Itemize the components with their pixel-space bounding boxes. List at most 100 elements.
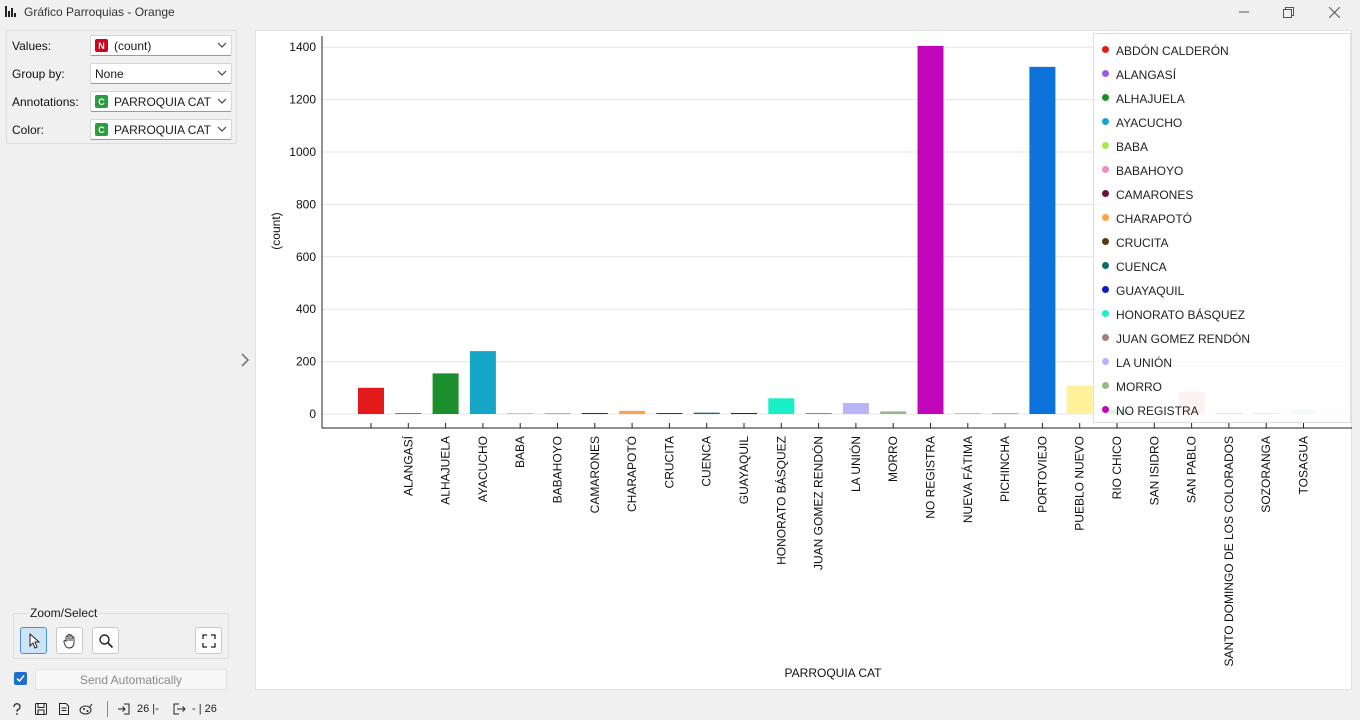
- color-combo[interactable]: C PARROQUIA CAT: [90, 119, 232, 140]
- legend-item: ALANGASÍ: [1102, 68, 1176, 82]
- legend-color-dot: [1102, 406, 1109, 413]
- x-tick-label: SANTO DOMINGO DE LOS COLORADOS: [1222, 436, 1236, 666]
- minimize-button[interactable]: [1222, 0, 1266, 24]
- values-combo-value: (count): [114, 38, 152, 53]
- title-bar: Gráfico Parroquias - Orange: [0, 0, 1360, 24]
- color-combo-value: PARROQUIA CAT: [114, 122, 211, 137]
- numeric-variable-icon: N: [95, 39, 108, 52]
- report-icon[interactable]: [57, 702, 71, 716]
- legend-item: CHARAPOTÓ: [1102, 212, 1192, 226]
- legend-label: CAMARONES: [1116, 188, 1194, 202]
- bar: [544, 413, 571, 414]
- legend-item: MORRO: [1102, 380, 1162, 394]
- x-tick-label: PORTOVIEJO: [1035, 436, 1049, 513]
- bar: [842, 402, 869, 414]
- input-count: 26 |-: [137, 703, 159, 715]
- bar: [581, 413, 608, 414]
- y-tick-label: 200: [296, 355, 316, 369]
- legend-color-dot: [1102, 382, 1109, 389]
- bar: [432, 373, 459, 414]
- y-tick-label: 400: [296, 302, 316, 316]
- groupby-combo[interactable]: None: [90, 63, 232, 84]
- checkmark-icon: [16, 675, 25, 683]
- close-button[interactable]: [1312, 0, 1356, 24]
- x-tick-label: AYACUCHO: [476, 436, 490, 502]
- maximize-button[interactable]: [1266, 0, 1310, 24]
- annotations-label: Annotations:: [12, 95, 79, 109]
- legend-color-dot: [1102, 118, 1109, 125]
- legend-color-dot: [1102, 142, 1109, 149]
- legend-item: GUAYAQUIL: [1102, 284, 1184, 298]
- legend-item: NO REGISTRA: [1102, 404, 1199, 418]
- zoom-select-title: Zoom/Select: [28, 606, 100, 620]
- bar-plot-area[interactable]: 0 200 400 600 800 1000 1200 1400 (count) PARROQUI…: [255, 30, 1352, 690]
- legend-label: BABA: [1116, 140, 1149, 154]
- bar: [992, 413, 1019, 414]
- legend-item: CAMARONES: [1102, 188, 1193, 202]
- chevron-down-icon: [217, 70, 227, 76]
- y-tick-label: 1200: [289, 93, 316, 107]
- output-icon: [173, 703, 186, 715]
- x-tick-label: CRUCITA: [662, 436, 676, 488]
- legend-color-dot: [1102, 286, 1109, 293]
- x-tick-label: PUEBLO NUEVO: [1073, 436, 1087, 531]
- legend-label: CUENCA: [1116, 260, 1167, 274]
- legend-item: JUAN GOMEZ RENDÓN: [1102, 332, 1250, 346]
- status-divider: [107, 701, 108, 717]
- bar: [469, 351, 496, 414]
- legend-label: ALANGASÍ: [1116, 68, 1177, 82]
- minimize-icon: [1239, 11, 1249, 13]
- legend-label: ALHAJUELA: [1116, 92, 1185, 106]
- legend-color-dot: [1102, 190, 1109, 197]
- legend-color-dot: [1102, 262, 1109, 269]
- collapse-panel-icon[interactable]: [239, 351, 251, 369]
- pan-tool-button[interactable]: [56, 627, 83, 654]
- annotations-combo-value: PARROQUIA CAT: [114, 94, 211, 109]
- legend-color-dot: [1102, 334, 1109, 341]
- groupby-label: Group by:: [12, 67, 65, 81]
- legend-label: BABAHOYO: [1116, 164, 1184, 178]
- legend-item: HONORATO BÁSQUEZ: [1102, 308, 1245, 322]
- close-icon: [1328, 6, 1340, 18]
- x-tick-label: SAN PABLO: [1185, 436, 1199, 503]
- values-combo[interactable]: N (count): [90, 35, 232, 56]
- bar-chart-icon: [5, 6, 17, 17]
- restore-icon: [1282, 6, 1294, 18]
- send-automatically-button[interactable]: Send Automatically: [35, 669, 227, 690]
- x-tick-label: NO REGISTRA: [924, 436, 938, 519]
- x-tick-label: GUAYAQUIL: [737, 436, 751, 505]
- x-tick-label: CHARAPOTÓ: [624, 436, 639, 512]
- y-tick-label: 600: [296, 250, 316, 264]
- zoom-tool-button[interactable]: [92, 627, 119, 654]
- bar: [954, 413, 981, 414]
- select-tool-button[interactable]: [20, 627, 47, 654]
- save-icon[interactable]: [34, 702, 48, 716]
- legend-color-dot: [1102, 310, 1109, 317]
- y-tick-label: 800: [296, 197, 316, 211]
- bar: [731, 413, 757, 414]
- x-tick-label: NUEVA FÁTIMA: [960, 436, 975, 523]
- input-icon: [118, 703, 130, 715]
- y-tick-label: 1400: [289, 40, 316, 54]
- x-tick-label: JUAN GOMEZ RENDÓN: [811, 436, 826, 570]
- legend-item: LA UNIÓN: [1102, 356, 1172, 370]
- visual-settings-icon[interactable]: [79, 702, 93, 716]
- bar: [619, 410, 646, 414]
- legend-color-dot: [1102, 238, 1109, 245]
- magnifier-icon: [98, 633, 113, 648]
- bar: [1066, 385, 1093, 414]
- fit-view-icon: [201, 633, 216, 648]
- legend-color-dot: [1102, 358, 1109, 365]
- groupby-combo-value: None: [95, 66, 124, 81]
- chevron-down-icon: [217, 126, 227, 132]
- color-legend[interactable]: ABDÓN CALDERÓN ALANGASÍ ALHAJUELA AYACUCHO B…: [1093, 33, 1351, 423]
- annotations-combo[interactable]: C PARROQUIA CAT: [90, 91, 232, 112]
- legend-label: MORRO: [1116, 380, 1162, 394]
- legend-label: JUAN GOMEZ RENDÓN: [1116, 332, 1251, 346]
- reset-zoom-button[interactable]: [195, 627, 222, 654]
- send-automatically-checkbox[interactable]: [14, 672, 27, 685]
- help-icon[interactable]: [10, 702, 24, 716]
- zoom-select-box: [13, 613, 229, 659]
- legend-color-dot: [1102, 46, 1109, 53]
- legend-label: NO REGISTRA: [1116, 404, 1199, 418]
